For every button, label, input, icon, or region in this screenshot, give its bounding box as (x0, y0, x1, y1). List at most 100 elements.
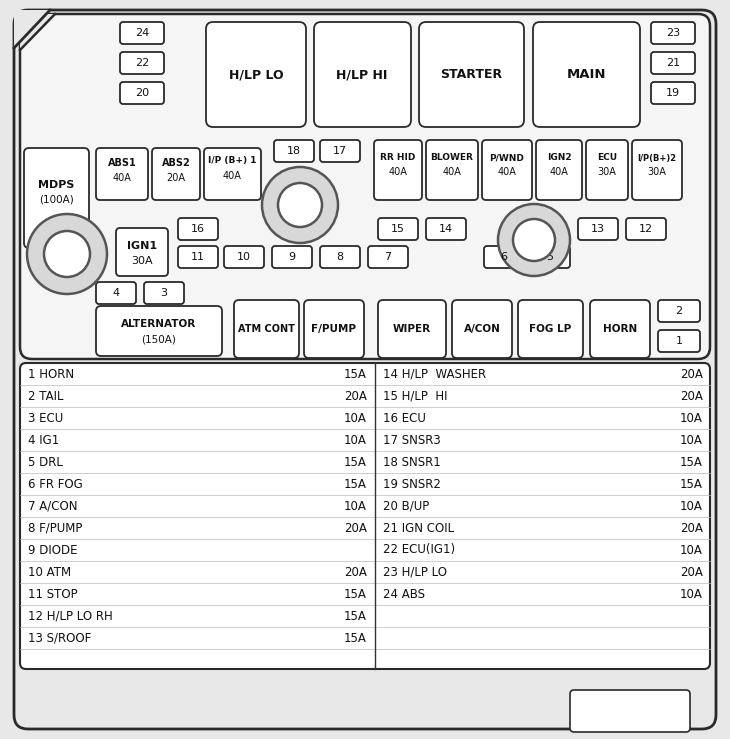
Text: 20A: 20A (680, 389, 703, 403)
Text: 17: 17 (333, 146, 347, 156)
Text: 18 SNSR1: 18 SNSR1 (383, 455, 441, 469)
Circle shape (498, 204, 570, 276)
Circle shape (513, 219, 555, 261)
Text: 1: 1 (675, 336, 683, 346)
FancyBboxPatch shape (20, 363, 710, 669)
Text: 22 ECU(IG1): 22 ECU(IG1) (383, 543, 455, 556)
Text: ALTERNATOR: ALTERNATOR (121, 319, 196, 329)
Text: 6: 6 (501, 252, 507, 262)
FancyBboxPatch shape (586, 140, 628, 200)
Text: 21 IGN COIL: 21 IGN COIL (383, 522, 454, 534)
Text: 4 IG1: 4 IG1 (28, 434, 59, 446)
Text: 20A: 20A (166, 173, 185, 183)
FancyBboxPatch shape (234, 300, 299, 358)
FancyBboxPatch shape (426, 218, 466, 240)
Circle shape (44, 231, 90, 277)
Text: 15A: 15A (680, 455, 703, 469)
Text: ABS2: ABS2 (161, 158, 191, 168)
Text: 13 S/ROOF: 13 S/ROOF (28, 632, 91, 644)
Text: 15A: 15A (344, 455, 367, 469)
Text: 40A: 40A (550, 167, 569, 177)
FancyBboxPatch shape (533, 22, 640, 127)
Text: 20A: 20A (680, 522, 703, 534)
FancyBboxPatch shape (274, 140, 314, 162)
FancyBboxPatch shape (14, 10, 716, 729)
Text: IGN2: IGN2 (547, 154, 572, 163)
Text: P/WND: P/WND (490, 154, 524, 163)
FancyBboxPatch shape (658, 330, 700, 352)
Text: 20A: 20A (344, 522, 367, 534)
Text: (100A): (100A) (39, 195, 74, 205)
Text: 20A: 20A (680, 367, 703, 381)
Text: 10 ATM: 10 ATM (28, 565, 71, 579)
Text: 23: 23 (666, 28, 680, 38)
Text: RR HID: RR HID (380, 154, 415, 163)
Text: 19: 19 (666, 88, 680, 98)
Text: ABS1: ABS1 (107, 158, 137, 168)
Text: 15A: 15A (344, 610, 367, 622)
Text: 8: 8 (337, 252, 344, 262)
Text: 10A: 10A (680, 500, 703, 513)
FancyBboxPatch shape (206, 22, 306, 127)
Text: 15A: 15A (680, 477, 703, 491)
Text: 20 B/UP: 20 B/UP (383, 500, 429, 513)
FancyBboxPatch shape (304, 300, 364, 358)
FancyBboxPatch shape (120, 82, 164, 104)
FancyBboxPatch shape (651, 52, 695, 74)
FancyBboxPatch shape (178, 246, 218, 268)
FancyBboxPatch shape (204, 148, 261, 200)
FancyBboxPatch shape (651, 22, 695, 44)
FancyBboxPatch shape (426, 140, 478, 200)
Text: 22: 22 (135, 58, 149, 68)
Text: I/P (B+) 1: I/P (B+) 1 (208, 155, 256, 165)
FancyBboxPatch shape (374, 140, 422, 200)
Text: 5 DRL: 5 DRL (28, 455, 63, 469)
FancyBboxPatch shape (96, 282, 136, 304)
Text: 2: 2 (675, 306, 683, 316)
Text: 13: 13 (591, 224, 605, 234)
FancyBboxPatch shape (120, 52, 164, 74)
Text: MAIN: MAIN (566, 69, 606, 81)
Text: 2 TAIL: 2 TAIL (28, 389, 64, 403)
Text: 15A: 15A (344, 632, 367, 644)
Text: 1 HORN: 1 HORN (28, 367, 74, 381)
FancyBboxPatch shape (419, 22, 524, 127)
Text: 19 SNSR2: 19 SNSR2 (383, 477, 441, 491)
Text: 14 H/LP  WASHER: 14 H/LP WASHER (383, 367, 486, 381)
FancyBboxPatch shape (96, 148, 148, 200)
Text: 10A: 10A (344, 434, 367, 446)
FancyBboxPatch shape (120, 22, 164, 44)
Text: 4: 4 (112, 288, 120, 298)
Polygon shape (20, 14, 55, 50)
Text: 20A: 20A (680, 565, 703, 579)
Text: 23 H/LP LO: 23 H/LP LO (383, 565, 447, 579)
FancyBboxPatch shape (651, 82, 695, 104)
FancyBboxPatch shape (484, 246, 524, 268)
Circle shape (262, 167, 338, 243)
Text: BLOWER: BLOWER (431, 154, 474, 163)
Polygon shape (14, 10, 50, 48)
FancyBboxPatch shape (452, 300, 512, 358)
Text: 20: 20 (135, 88, 149, 98)
Text: STARTER: STARTER (440, 69, 502, 81)
Text: WIPER: WIPER (393, 324, 431, 334)
Text: 40A: 40A (223, 171, 242, 181)
Text: HORN: HORN (603, 324, 637, 334)
Text: 15: 15 (391, 224, 405, 234)
FancyBboxPatch shape (320, 246, 360, 268)
Text: 16: 16 (191, 224, 205, 234)
Text: 12 H/LP LO RH: 12 H/LP LO RH (28, 610, 112, 622)
Circle shape (27, 214, 107, 294)
FancyBboxPatch shape (658, 300, 700, 322)
Text: 18: 18 (287, 146, 301, 156)
Text: 20A: 20A (344, 565, 367, 579)
FancyBboxPatch shape (378, 300, 446, 358)
Text: 21: 21 (666, 58, 680, 68)
FancyBboxPatch shape (224, 246, 264, 268)
Text: 24 ABS: 24 ABS (383, 588, 425, 601)
FancyBboxPatch shape (116, 228, 168, 276)
FancyBboxPatch shape (570, 690, 690, 732)
Text: H/LP HI: H/LP HI (337, 69, 388, 81)
Text: 24: 24 (135, 28, 149, 38)
Text: F/PUMP: F/PUMP (312, 324, 356, 334)
